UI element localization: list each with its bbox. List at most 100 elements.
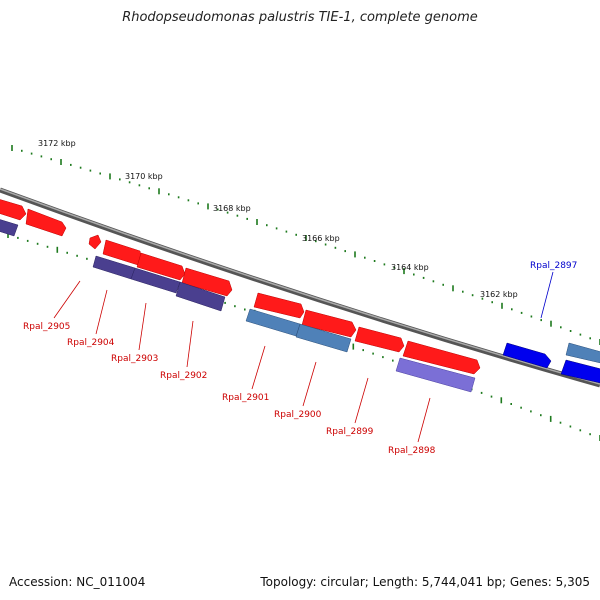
ruler-minor-tick bbox=[26, 239, 29, 242]
feature-bar[interactable] bbox=[565, 342, 600, 364]
gene-label[interactable]: Rpal_2901 bbox=[222, 393, 269, 403]
gene-label[interactable]: Rpal_2902 bbox=[160, 371, 207, 381]
ruler-minor-tick bbox=[285, 230, 288, 233]
ruler-major-tick bbox=[11, 145, 13, 151]
ruler-minor-tick bbox=[520, 406, 522, 409]
ruler-minor-tick bbox=[344, 250, 346, 253]
ruler-major-tick bbox=[56, 246, 59, 253]
ruler-minor-tick bbox=[540, 414, 542, 417]
genome-title: Rhodopseudomonas palustris TIE-1, comple… bbox=[122, 10, 478, 25]
ruler-major-tick bbox=[207, 203, 209, 210]
gene-label[interactable]: Rpal_2900 bbox=[274, 410, 322, 420]
cds-arrow[interactable] bbox=[181, 267, 233, 297]
ruler-major-tick bbox=[354, 251, 356, 258]
ruler-minor-tick bbox=[197, 202, 199, 205]
feature-bar[interactable] bbox=[175, 281, 226, 312]
ruler-minor-tick bbox=[579, 333, 582, 336]
ruler-minor-tick bbox=[324, 243, 327, 246]
ruler-minor-tick bbox=[315, 240, 317, 243]
ruler-minor-tick bbox=[589, 337, 591, 340]
ruler-minor-tick bbox=[21, 149, 23, 152]
cds-arrow[interactable] bbox=[136, 252, 186, 281]
ruler-minor-tick bbox=[99, 172, 101, 175]
ruler-minor-tick bbox=[17, 236, 19, 239]
ruler-minor-tick bbox=[372, 352, 374, 355]
leader-line bbox=[251, 345, 266, 390]
feature-bar[interactable] bbox=[0, 218, 19, 237]
ruler-minor-tick bbox=[138, 184, 141, 187]
feature-bar[interactable] bbox=[295, 323, 352, 353]
ruler-major-tick bbox=[256, 219, 258, 225]
ruler-minor-tick bbox=[481, 297, 484, 300]
ruler-major-tick bbox=[305, 235, 307, 241]
ruler-label: 3166 kbp bbox=[302, 234, 340, 243]
genome-backbone bbox=[0, 187, 600, 388]
ruler-minor-tick bbox=[432, 280, 435, 283]
ruler-major-tick bbox=[352, 343, 355, 350]
ruler-major-tick bbox=[500, 397, 503, 404]
ruler-label: 3162 kbp bbox=[480, 290, 518, 299]
ruler-minor-tick bbox=[383, 263, 386, 266]
ruler-minor-tick bbox=[168, 193, 170, 196]
cds-arrow[interactable] bbox=[88, 234, 102, 250]
gene-label[interactable]: Rpal_2898 bbox=[388, 446, 436, 456]
ruler-minor-tick bbox=[236, 214, 239, 217]
genome-backbone-highlight bbox=[0, 188, 600, 385]
ruler-minor-tick bbox=[266, 224, 268, 227]
ruler-major-tick bbox=[549, 415, 552, 422]
ruler-major-tick bbox=[7, 232, 9, 238]
ruler-minor-tick bbox=[589, 433, 591, 436]
ruler-minor-tick bbox=[393, 266, 395, 269]
feature-bar[interactable] bbox=[245, 308, 301, 337]
gene-label[interactable]: Rpal_2897 bbox=[530, 261, 577, 271]
ruler-minor-tick bbox=[46, 245, 49, 248]
ruler-minor-tick bbox=[30, 152, 33, 155]
cds-arrow[interactable] bbox=[253, 292, 305, 319]
ruler-minor-tick bbox=[246, 217, 248, 220]
ruler-minor-tick bbox=[334, 246, 337, 249]
ruler-minor-tick bbox=[50, 158, 52, 161]
cds-arrow[interactable] bbox=[402, 340, 481, 375]
feature-bar[interactable] bbox=[130, 267, 181, 294]
ruler-minor-tick bbox=[579, 429, 582, 432]
ruler-minor-tick bbox=[462, 290, 464, 293]
cds-arrow[interactable] bbox=[354, 326, 405, 353]
leader-line bbox=[95, 289, 108, 335]
ruler-minor-tick bbox=[148, 187, 150, 190]
ruler-minor-tick bbox=[234, 305, 236, 308]
ruler-minor-tick bbox=[89, 169, 92, 172]
ruler-minor-tick bbox=[491, 301, 493, 304]
feature-bar[interactable] bbox=[395, 357, 476, 393]
ruler-minor-tick bbox=[40, 155, 43, 158]
ruler-minor-tick bbox=[442, 283, 444, 286]
ruler-label: 3172 kbp bbox=[38, 139, 76, 148]
ruler-minor-tick bbox=[70, 163, 72, 166]
ruler-label: 3170 kbp bbox=[125, 172, 163, 181]
ruler-minor-tick bbox=[364, 256, 366, 259]
leader-line bbox=[302, 361, 317, 407]
ruler-minor-tick bbox=[530, 410, 532, 413]
cds-arrow[interactable] bbox=[25, 208, 67, 237]
ruler-minor-tick bbox=[36, 242, 39, 245]
ruler-minor-tick bbox=[471, 294, 474, 297]
ruler-minor-tick bbox=[128, 181, 131, 184]
gene-label[interactable]: Rpal_2904 bbox=[67, 338, 115, 348]
cds-arrow-blue[interactable] bbox=[502, 342, 552, 369]
ruler-label: 3164 kbp bbox=[391, 263, 429, 272]
ruler-minor-tick bbox=[480, 391, 483, 394]
ruler-minor-tick bbox=[373, 260, 376, 262]
ruler-minor-tick bbox=[559, 421, 562, 424]
label-leaders bbox=[53, 280, 431, 443]
gene-label[interactable]: Rpal_2905 bbox=[23, 322, 70, 332]
leader-line bbox=[540, 271, 554, 319]
gene-label[interactable]: Rpal_2899 bbox=[326, 427, 374, 437]
leader-line bbox=[354, 377, 369, 424]
ruler-minor-tick bbox=[382, 356, 384, 359]
ruler-minor-tick bbox=[362, 349, 364, 352]
gene-label[interactable]: Rpal_2903 bbox=[111, 354, 158, 364]
ruler-label: 3168 kbp bbox=[213, 204, 251, 213]
cds-arrow[interactable] bbox=[301, 309, 357, 338]
cds-arrow-blue[interactable] bbox=[560, 359, 600, 384]
ruler-minor-tick bbox=[86, 257, 88, 260]
cds-arrow[interactable] bbox=[0, 198, 27, 221]
